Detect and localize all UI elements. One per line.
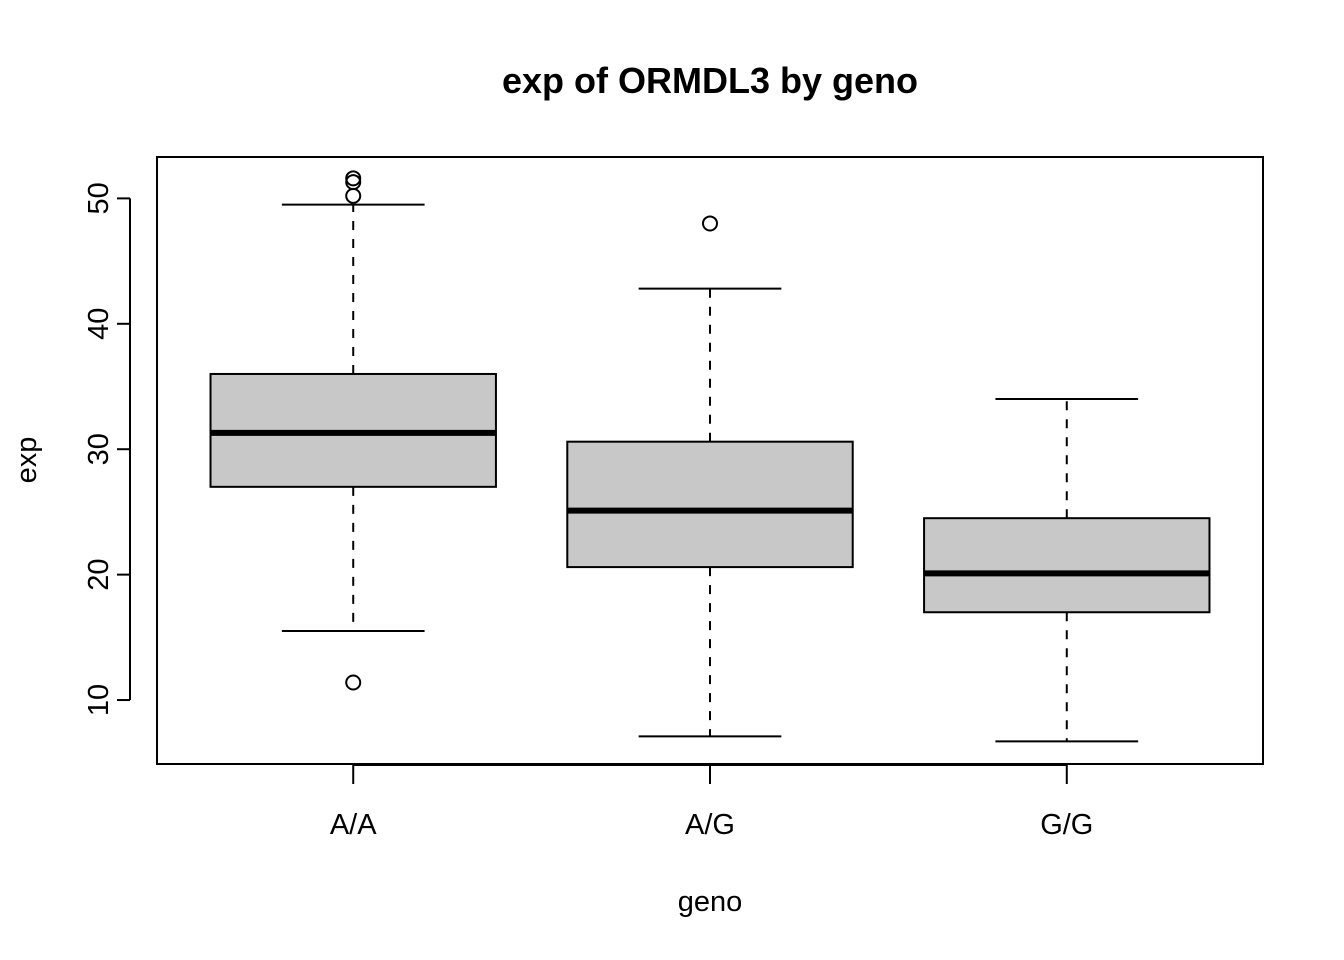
- box-body: [566, 440, 854, 569]
- x-axis: A/A A/G G/G: [330, 764, 1093, 841]
- y-axis: 10 20 30 40 50: [83, 182, 131, 716]
- box-series: [209, 170, 1211, 743]
- x-tick-label: G/G: [1040, 809, 1093, 841]
- box-a-g: [566, 215, 854, 738]
- outlier-point: [345, 187, 362, 204]
- box-body: [923, 517, 1211, 614]
- y-tick-label: 40: [83, 308, 115, 340]
- box-g-g: [923, 398, 1211, 743]
- x-axis-title: geno: [678, 886, 743, 918]
- y-tick-label: 20: [83, 558, 115, 590]
- y-tick-label: 30: [83, 433, 115, 465]
- x-tick-label: A/A: [330, 809, 377, 841]
- y-axis-title: exp: [11, 437, 43, 484]
- y-tick-label: 50: [83, 182, 115, 214]
- outlier-point: [702, 215, 718, 232]
- box-a-a: [209, 170, 497, 691]
- chart-title: exp of ORMDL3 by geno: [502, 60, 918, 101]
- y-tick-label: 10: [83, 684, 115, 716]
- outlier-point: [345, 674, 362, 691]
- x-tick-label: A/G: [685, 809, 735, 841]
